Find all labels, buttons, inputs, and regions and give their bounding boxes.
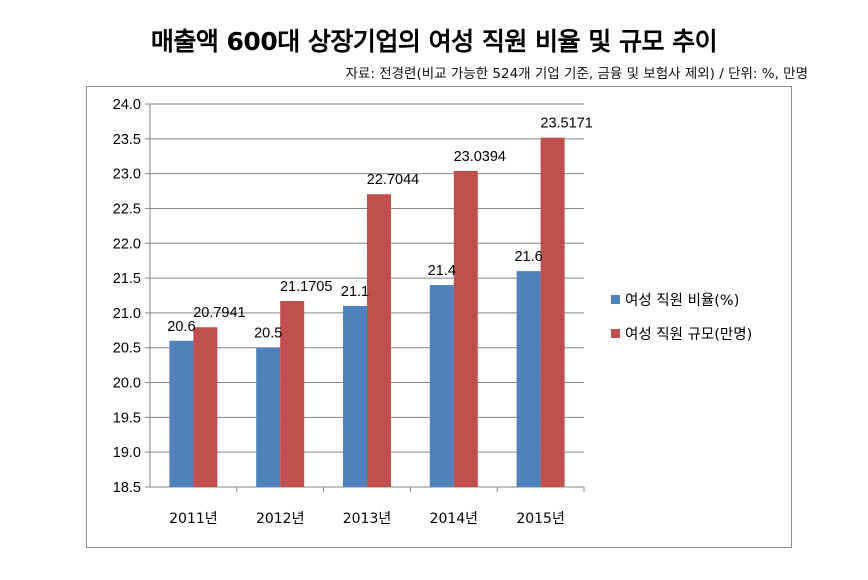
legend: 여성 직원 비율(%) 여성 직원 규모(만명) [611, 292, 752, 343]
bar-size-4 [453, 170, 478, 487]
bar-size-5 [540, 137, 565, 488]
bar-ratio-2 [256, 347, 281, 487]
x-tick-label: 2011년 [169, 511, 218, 527]
x-tick-label: 2013년 [343, 511, 392, 527]
y-tick-label: 22.0 [113, 236, 141, 252]
data-label: 23.0394 [454, 149, 506, 165]
data-label: 21.6 [514, 249, 542, 265]
data-label: 21.1705 [280, 279, 332, 295]
data-label: 20.7941 [193, 305, 245, 321]
chart-title: 매출액 600대 상장기업의 여성 직원 비율 및 규모 추이 [150, 27, 718, 56]
data-label: 20.5 [254, 326, 282, 342]
legend-swatch [611, 329, 620, 338]
y-tick-label: 21.0 [113, 306, 141, 322]
x-tick-label: 2012년 [256, 511, 305, 527]
data-label: 20.6 [167, 319, 195, 335]
x-tick-label: 2015년 [516, 511, 565, 527]
data-label: 21.1 [341, 284, 369, 300]
bars [169, 137, 565, 488]
bar-size-2 [280, 301, 305, 487]
bar-ratio-1 [169, 340, 194, 487]
bar-ratio-3 [343, 305, 367, 487]
y-tick-label: 19.5 [113, 410, 141, 426]
data-labels: 20.620.7941 20.5 21.1705 21.1 22.7044 21.4 23.… [167, 116, 593, 342]
axes: 18.5 19.0 19.5 20.0 20.5 21.0 21.5 22.0 22.5 23.0… [113, 97, 585, 527]
legend-label: 여성 직원 규모(만명) [625, 326, 752, 343]
bar-size-3 [367, 194, 391, 487]
y-tick-label: 24.0 [113, 97, 141, 113]
y-tick-label: 18.5 [113, 480, 141, 496]
y-tick-label: 20.0 [113, 376, 141, 392]
y-tick-label: 20.5 [113, 341, 141, 357]
y-tick-label: 23.0 [113, 167, 141, 183]
bar-ratio-5 [516, 271, 541, 487]
data-label: 22.7044 [367, 172, 419, 188]
y-tick-label: 19.0 [113, 445, 141, 461]
data-label: 23.5171 [540, 116, 592, 132]
bar-ratio-4 [429, 285, 454, 487]
y-tick-label: 21.5 [113, 271, 141, 287]
bar-size-1 [193, 327, 218, 487]
legend-label: 여성 직원 비율(%) [625, 292, 739, 309]
y-tick-label: 23.5 [113, 132, 141, 148]
legend-swatch [611, 295, 620, 304]
y-tick-label: 22.5 [113, 201, 141, 217]
data-label: 21.4 [428, 263, 456, 279]
chart-source-note: 자료: 전경련(비교 가능한 524개 기업 기준, 금융 및 보험사 제외) … [345, 66, 808, 82]
x-tick-label: 2014년 [430, 511, 479, 527]
